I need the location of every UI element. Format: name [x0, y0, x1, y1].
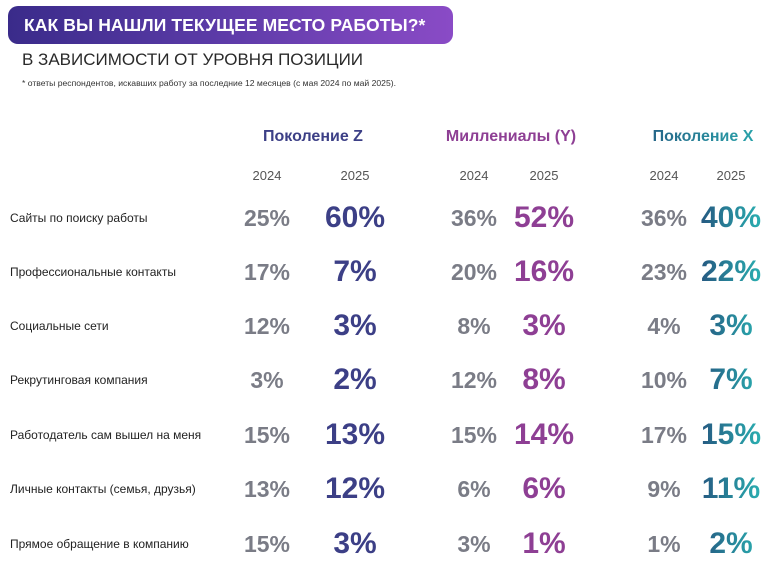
value-2025: 22% [698, 255, 764, 289]
value-2024: 12% [450, 367, 498, 393]
value-2025: 12% [324, 472, 386, 505]
value-2024: 17% [243, 259, 291, 285]
year-label: 2024 [252, 168, 282, 183]
value-2025: 14% [513, 418, 575, 451]
page-title: КАК ВЫ НАШЛИ ТЕКУЩЕЕ МЕСТО РАБОТЫ?* [24, 14, 426, 35]
value-2024: 13% [243, 476, 291, 502]
value-2025: 40% [698, 201, 764, 235]
value-2025: 3% [698, 309, 764, 343]
value-2025: 52% [513, 201, 575, 234]
row-label: Рекрутинговая компания [10, 373, 148, 387]
value-2025: 3% [333, 527, 377, 560]
value-2025: 6% [522, 472, 566, 505]
value-2024: 6% [457, 476, 491, 502]
value-2024: 1% [647, 531, 681, 557]
value-2024: 15% [450, 422, 498, 448]
year-label: 2025 [716, 168, 746, 183]
value-2025: 60% [324, 201, 386, 234]
value-2024: 20% [450, 259, 498, 285]
value-2025: 16% [513, 255, 575, 288]
footnote: * ответы респондентов, искавших работу з… [22, 78, 396, 88]
value-2025: 7% [698, 363, 764, 397]
value-2024: 12% [243, 313, 291, 339]
value-2024: 25% [243, 205, 291, 231]
row-label: Прямое обращение в компанию [10, 537, 189, 551]
group-title: Поколение Z [263, 128, 363, 145]
row-label: Профессиональные контакты [10, 265, 176, 279]
year-label: 2024 [649, 168, 679, 183]
group-title: Миллениалы (Y) [445, 128, 577, 145]
value-2025: 3% [522, 309, 566, 342]
value-2025: 2% [698, 527, 764, 561]
value-2025: 7% [333, 255, 377, 288]
value-2025: 13% [324, 418, 386, 451]
value-2024: 8% [457, 313, 491, 339]
value-2024: 36% [640, 205, 688, 231]
value-2024: 4% [647, 313, 681, 339]
value-2024: 15% [243, 422, 291, 448]
value-2024: 3% [457, 531, 491, 557]
title-banner: КАК ВЫ НАШЛИ ТЕКУЩЕЕ МЕСТО РАБОТЫ?* [8, 6, 453, 44]
year-label: 2025 [529, 168, 559, 183]
year-label: 2024 [459, 168, 489, 183]
value-2024: 10% [640, 367, 688, 393]
value-2025: 15% [698, 418, 764, 452]
page-subtitle: В ЗАВИСИМОСТИ ОТ УРОВНЯ ПОЗИЦИИ [22, 50, 364, 69]
row-label: Работодатель сам вышел на меня [10, 428, 202, 442]
row-label: Сайты по поиску работы [10, 211, 148, 225]
value-2025: 11% [698, 472, 764, 506]
value-2025: 2% [333, 363, 377, 396]
value-2024: 17% [640, 422, 688, 448]
value-2024: 15% [243, 531, 291, 557]
value-2025: 3% [333, 309, 377, 342]
value-2024: 9% [647, 476, 681, 502]
value-2024: 36% [450, 205, 498, 231]
row-label: Социальные сети [10, 319, 109, 333]
year-label: 2025 [340, 168, 370, 183]
row-label: Личные контакты (семья, друзья) [10, 482, 196, 496]
group-title: Поколение X [623, 128, 775, 146]
value-2025: 8% [522, 363, 566, 396]
value-2025: 1% [522, 527, 566, 560]
value-2024: 3% [250, 367, 284, 393]
value-2024: 23% [640, 259, 688, 285]
